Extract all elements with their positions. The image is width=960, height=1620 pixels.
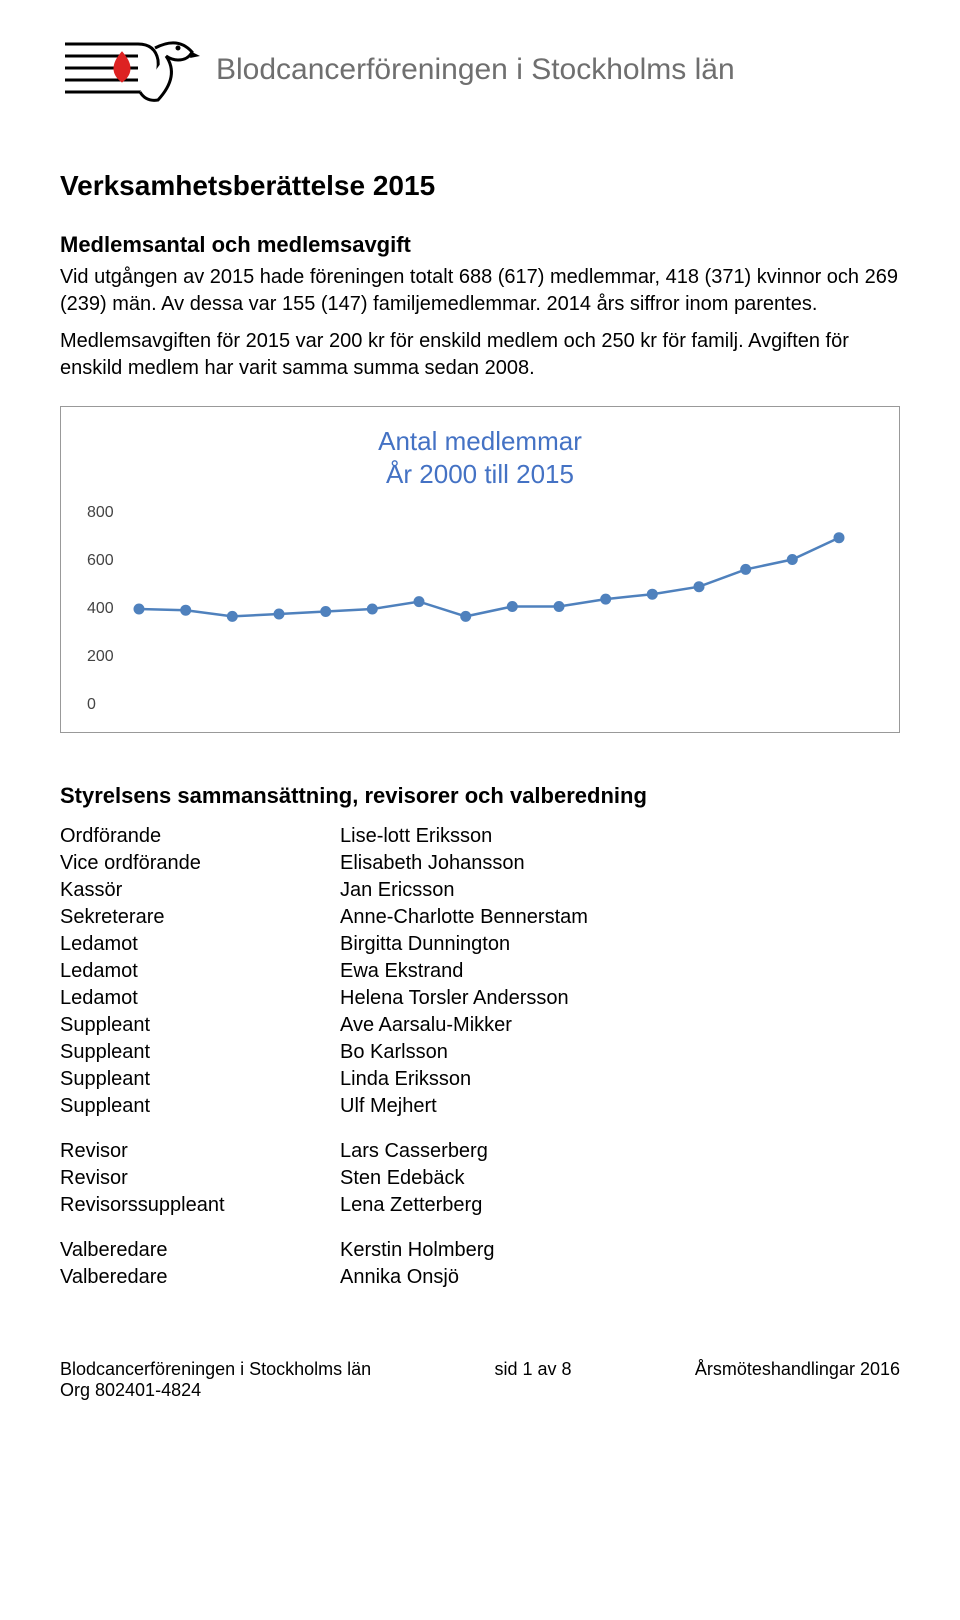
chart-data-point — [647, 589, 657, 599]
paragraph-membership-fee: Medlemsavgiften för 2015 var 200 kr för … — [60, 328, 900, 382]
board-role-group: ValberedareKerstin HolmbergValberedareAn… — [60, 1239, 900, 1289]
chart-data-point — [367, 604, 377, 614]
document-title: Verksamhetsberättelse 2015 — [60, 170, 900, 202]
board-composition-section: Styrelsens sammansättning, revisorer och… — [60, 783, 900, 1289]
board-role: Ordförande — [60, 825, 340, 848]
paragraph-members-count: Vid utgången av 2015 hade föreningen tot… — [60, 264, 900, 318]
footer-doc-ref: Årsmöteshandlingar 2016 — [695, 1359, 900, 1401]
footer-page-number: sid 1 av 8 — [495, 1359, 572, 1401]
board-person-name: Bo Karlsson — [340, 1041, 900, 1064]
board-person-name: Kerstin Holmberg — [340, 1239, 900, 1262]
board-person-name: Annika Onsjö — [340, 1266, 900, 1289]
organization-logo-icon — [60, 30, 200, 110]
footer-org-number: Org 802401-4824 — [60, 1380, 201, 1400]
board-role: Suppleant — [60, 1068, 340, 1091]
board-role: Valberedare — [60, 1266, 340, 1289]
chart-data-point — [601, 594, 611, 604]
footer-left: Blodcancerföreningen i Stockholms län Or… — [60, 1359, 371, 1401]
board-role: Ledamot — [60, 933, 340, 956]
chart-series-line — [139, 538, 839, 617]
member-count-chart: Antal medlemmar År 2000 till 2015 800 600… — [60, 406, 900, 733]
chart-data-point — [461, 611, 471, 621]
board-role: Vice ordförande — [60, 852, 340, 875]
board-role: Suppleant — [60, 1095, 340, 1118]
chart-y-axis-labels: 800 600 400 200 0 — [87, 504, 131, 714]
chart-data-point — [414, 597, 424, 607]
board-person-name: Sten Edebäck — [340, 1167, 900, 1190]
chart-y-tick-label: 800 — [87, 504, 131, 522]
chart-y-tick-label: 0 — [87, 696, 131, 714]
chart-data-point — [321, 607, 331, 617]
chart-data-point — [181, 605, 191, 615]
board-role: Suppleant — [60, 1014, 340, 1037]
board-person-name: Ave Aarsalu-Mikker — [340, 1014, 900, 1037]
board-person-name: Jan Ericsson — [340, 879, 900, 902]
board-person-name: Lena Zetterberg — [340, 1194, 900, 1217]
chart-line-svg — [129, 504, 849, 714]
board-person-name: Ulf Mejhert — [340, 1095, 900, 1118]
board-person-name: Lars Casserberg — [340, 1140, 900, 1163]
document-header: Blodcancerföreningen i Stockholms län — [60, 30, 900, 110]
chart-data-point — [694, 582, 704, 592]
board-person-name: Birgitta Dunnington — [340, 933, 900, 956]
board-person-name: Ewa Ekstrand — [340, 960, 900, 983]
board-role: Ledamot — [60, 987, 340, 1010]
board-role: Valberedare — [60, 1239, 340, 1262]
board-groups-container: OrdförandeLise-lott ErikssonVice ordföra… — [60, 825, 900, 1289]
chart-y-tick-label: 400 — [87, 600, 131, 618]
board-person-name: Helena Torsler Andersson — [340, 987, 900, 1010]
organization-name: Blodcancerföreningen i Stockholms län — [216, 53, 735, 87]
board-heading: Styrelsens sammansättning, revisorer och… — [60, 783, 900, 809]
chart-data-point — [741, 564, 751, 574]
board-role: Ledamot — [60, 960, 340, 983]
board-role: Revisor — [60, 1167, 340, 1190]
board-person-name: Lise-lott Eriksson — [340, 825, 900, 848]
chart-data-point — [554, 602, 564, 612]
footer-org-name: Blodcancerföreningen i Stockholms län — [60, 1359, 371, 1379]
board-role: Sekreterare — [60, 906, 340, 929]
section-heading-members: Medlemsantal och medlemsavgift — [60, 232, 900, 258]
board-person-name: Elisabeth Johansson — [340, 852, 900, 875]
board-person-name: Linda Eriksson — [340, 1068, 900, 1091]
board-role: Revisorssuppleant — [60, 1194, 340, 1217]
chart-plot-area: 8006004002000 — [91, 504, 869, 714]
chart-title-line2: År 2000 till 2015 — [386, 459, 574, 489]
board-role-group: RevisorLars CasserbergRevisorSten Edebäc… — [60, 1140, 900, 1217]
board-person-name: Anne-Charlotte Bennerstam — [340, 906, 900, 929]
chart-data-point — [134, 604, 144, 614]
chart-data-point — [834, 533, 844, 543]
chart-y-tick-label: 200 — [87, 648, 131, 666]
chart-data-point — [274, 609, 284, 619]
board-role: Revisor — [60, 1140, 340, 1163]
board-role-group: OrdförandeLise-lott ErikssonVice ordföra… — [60, 825, 900, 1118]
chart-data-point — [507, 602, 517, 612]
chart-title-line1: Antal medlemmar — [378, 426, 582, 456]
board-role: Suppleant — [60, 1041, 340, 1064]
chart-title: Antal medlemmar År 2000 till 2015 — [91, 425, 869, 490]
document-footer: Blodcancerföreningen i Stockholms län Or… — [60, 1359, 900, 1401]
chart-y-tick-label: 600 — [87, 552, 131, 570]
chart-data-point — [787, 555, 797, 565]
board-role: Kassör — [60, 879, 340, 902]
chart-data-point — [227, 611, 237, 621]
